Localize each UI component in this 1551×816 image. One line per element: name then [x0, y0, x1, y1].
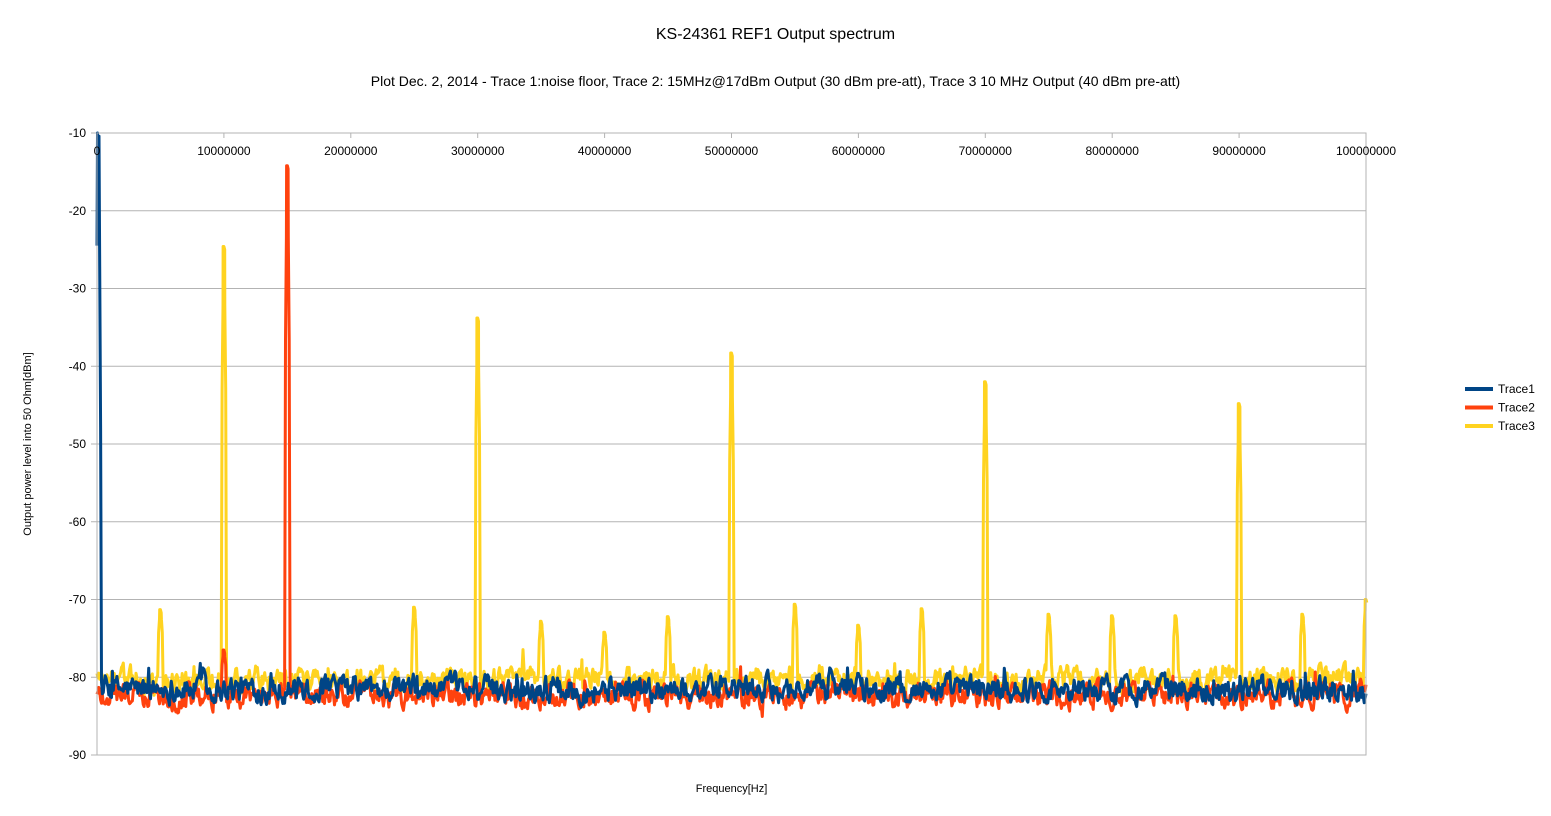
x-tick-label: 50000000: [705, 144, 759, 158]
x-tick-label: 40000000: [578, 144, 632, 158]
series-line-trace1: [95, 131, 1368, 709]
tick-labels: -10 -20 -30 -40 -50 -60 -70 -80 -90 0 10000000 2000…: [69, 126, 1397, 762]
x-tick-label: 100000000: [1336, 144, 1396, 158]
series-lines: [95, 131, 1369, 718]
y-tick-label: -60: [69, 515, 87, 529]
x-tick-label: 30000000: [451, 144, 505, 158]
series-line-trace3: [95, 245, 1369, 699]
legend-label-trace1: Trace1: [1498, 382, 1535, 396]
plot-area-border: [96, 132, 1367, 756]
chart-subtitle: Plot Dec. 2, 2014 - Trace 1:noise floor,…: [370, 73, 1181, 89]
legend-label-trace2: Trace2: [1498, 401, 1535, 415]
x-tick-label: 60000000: [832, 144, 886, 158]
chart-title: KS-24361 REF1 Output spectrum: [655, 26, 896, 43]
y-tick-label: -90: [69, 748, 87, 762]
y-tick-label: -30: [69, 282, 87, 296]
x-axis-title: Frequency[Hz]: [696, 783, 768, 795]
x-tick-label: 70000000: [959, 144, 1013, 158]
y-tick-label: -70: [69, 593, 87, 607]
x-tick-label: 0: [94, 144, 101, 158]
x-tick-label: 90000000: [1212, 144, 1266, 158]
series-line-trace2: [95, 164, 1368, 718]
y-tick-label: -50: [69, 437, 87, 451]
x-tick-label: 10000000: [197, 144, 251, 158]
y-tick-label: -40: [69, 359, 87, 373]
legend: Trace1 Trace2 Trace3: [1465, 382, 1535, 433]
y-tick-label: -80: [69, 670, 87, 684]
y-tick-label: -10: [69, 126, 87, 140]
x-tick-label: 20000000: [324, 144, 378, 158]
y-tick-label: -20: [69, 204, 87, 218]
y-axis-title: Output power level into 50 Ohm[dBm]: [22, 352, 34, 535]
legend-label-trace3: Trace3: [1498, 419, 1535, 433]
x-tick-label: 80000000: [1086, 144, 1140, 158]
plot-frame: [96, 132, 1367, 756]
